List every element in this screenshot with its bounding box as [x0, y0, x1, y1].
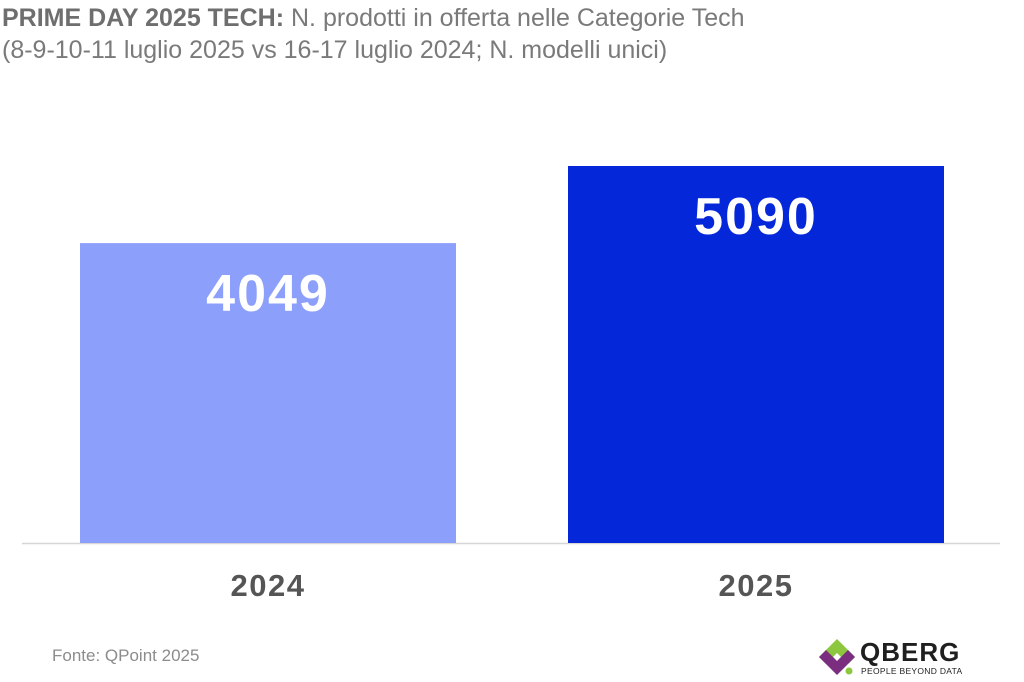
bar-2025 [568, 166, 944, 543]
data-label-2025: 5090 [694, 188, 818, 246]
source-note: Fonte: QPoint 2025 [52, 646, 200, 665]
qberg-logo-icon [819, 639, 855, 675]
title-text: N. prodotti in offerta nelle Categorie T… [291, 4, 745, 32]
bar-2024 [80, 243, 456, 544]
logo-name: QBERG [860, 637, 961, 667]
x-tick-label-2025: 2025 [719, 568, 794, 603]
logo-tagline: PEOPLE BEYOND DATA [861, 666, 963, 676]
qberg-logo: QBERG PEOPLE BEYOND DATA [818, 636, 968, 678]
chart-subtitle: (8-9-10-11 luglio 2025 vs 16-17 luglio 2… [2, 36, 668, 64]
chart-title: PRIME DAY 2025 TECH: N. prodotti in offe… [2, 2, 1012, 66]
title-strong: PRIME DAY 2025 TECH: [2, 4, 285, 32]
data-label-2024: 4049 [206, 265, 330, 323]
x-tick-label-2024: 2024 [231, 568, 306, 603]
